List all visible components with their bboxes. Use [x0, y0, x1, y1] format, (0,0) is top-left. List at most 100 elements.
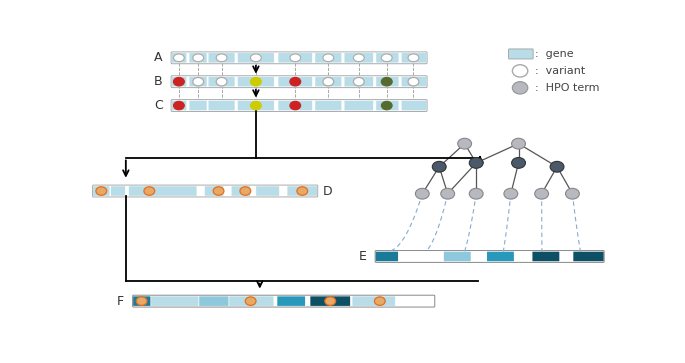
Ellipse shape	[290, 54, 301, 62]
FancyBboxPatch shape	[345, 101, 373, 110]
Ellipse shape	[382, 77, 392, 86]
FancyBboxPatch shape	[205, 186, 223, 196]
Ellipse shape	[512, 158, 525, 168]
Ellipse shape	[251, 101, 261, 110]
FancyBboxPatch shape	[444, 252, 471, 261]
FancyBboxPatch shape	[111, 186, 125, 196]
FancyBboxPatch shape	[199, 296, 229, 306]
Ellipse shape	[290, 77, 301, 86]
Ellipse shape	[192, 54, 203, 62]
FancyBboxPatch shape	[376, 77, 399, 86]
Ellipse shape	[216, 54, 227, 62]
FancyBboxPatch shape	[487, 252, 514, 261]
Ellipse shape	[504, 188, 518, 199]
Ellipse shape	[512, 82, 527, 94]
Ellipse shape	[469, 188, 483, 199]
Ellipse shape	[512, 65, 527, 77]
FancyBboxPatch shape	[172, 101, 186, 110]
Ellipse shape	[323, 54, 334, 62]
Ellipse shape	[251, 77, 261, 86]
FancyBboxPatch shape	[190, 77, 207, 86]
FancyBboxPatch shape	[190, 101, 207, 110]
FancyBboxPatch shape	[238, 101, 274, 110]
FancyBboxPatch shape	[133, 295, 435, 307]
Ellipse shape	[408, 77, 419, 86]
Ellipse shape	[432, 162, 446, 172]
FancyBboxPatch shape	[190, 53, 207, 62]
FancyBboxPatch shape	[171, 99, 427, 111]
FancyBboxPatch shape	[278, 77, 312, 86]
FancyBboxPatch shape	[345, 53, 373, 62]
Ellipse shape	[353, 54, 364, 62]
FancyBboxPatch shape	[573, 252, 603, 261]
FancyBboxPatch shape	[172, 53, 186, 62]
FancyBboxPatch shape	[315, 53, 341, 62]
FancyBboxPatch shape	[508, 49, 533, 59]
Ellipse shape	[192, 77, 203, 86]
FancyBboxPatch shape	[129, 186, 197, 196]
FancyBboxPatch shape	[238, 77, 274, 86]
Text: :  HPO term: : HPO term	[536, 83, 600, 93]
FancyBboxPatch shape	[401, 77, 427, 86]
Ellipse shape	[213, 187, 224, 195]
FancyBboxPatch shape	[278, 101, 312, 110]
FancyBboxPatch shape	[208, 53, 235, 62]
Ellipse shape	[323, 77, 334, 86]
Ellipse shape	[325, 297, 336, 305]
FancyBboxPatch shape	[345, 77, 373, 86]
Ellipse shape	[297, 187, 308, 195]
Ellipse shape	[173, 77, 184, 86]
FancyBboxPatch shape	[171, 52, 427, 64]
FancyBboxPatch shape	[133, 296, 151, 306]
Ellipse shape	[440, 188, 455, 199]
Ellipse shape	[245, 297, 256, 305]
FancyBboxPatch shape	[229, 296, 273, 306]
Ellipse shape	[173, 101, 184, 110]
FancyBboxPatch shape	[352, 296, 395, 306]
FancyBboxPatch shape	[310, 296, 350, 306]
FancyBboxPatch shape	[376, 53, 399, 62]
Text: D: D	[323, 184, 333, 197]
Ellipse shape	[240, 187, 251, 195]
FancyBboxPatch shape	[277, 296, 305, 306]
FancyBboxPatch shape	[401, 101, 427, 110]
Text: A: A	[154, 51, 163, 64]
Ellipse shape	[144, 187, 155, 195]
FancyBboxPatch shape	[208, 101, 235, 110]
Text: C: C	[154, 99, 163, 112]
Ellipse shape	[251, 54, 261, 62]
FancyBboxPatch shape	[171, 76, 427, 87]
Ellipse shape	[458, 138, 471, 149]
Ellipse shape	[173, 54, 184, 62]
Ellipse shape	[566, 188, 580, 199]
FancyBboxPatch shape	[532, 252, 560, 261]
Ellipse shape	[382, 101, 392, 110]
FancyBboxPatch shape	[151, 296, 199, 306]
Text: :  variant: : variant	[536, 66, 586, 76]
FancyBboxPatch shape	[238, 53, 274, 62]
FancyBboxPatch shape	[401, 53, 427, 62]
FancyBboxPatch shape	[92, 185, 318, 197]
Ellipse shape	[415, 188, 429, 199]
FancyBboxPatch shape	[288, 186, 317, 196]
Ellipse shape	[382, 54, 392, 62]
Ellipse shape	[96, 187, 107, 195]
Ellipse shape	[535, 188, 549, 199]
FancyBboxPatch shape	[375, 252, 398, 261]
Ellipse shape	[216, 77, 227, 86]
FancyBboxPatch shape	[376, 101, 399, 110]
Text: E: E	[359, 250, 367, 263]
FancyBboxPatch shape	[256, 186, 279, 196]
Ellipse shape	[353, 77, 364, 86]
FancyBboxPatch shape	[315, 101, 341, 110]
Ellipse shape	[136, 297, 147, 305]
FancyBboxPatch shape	[278, 53, 312, 62]
Ellipse shape	[512, 138, 525, 149]
Ellipse shape	[469, 158, 483, 168]
Ellipse shape	[290, 101, 301, 110]
FancyBboxPatch shape	[93, 186, 110, 196]
Text: F: F	[117, 295, 124, 307]
Text: :  gene: : gene	[536, 49, 574, 59]
Ellipse shape	[375, 297, 385, 305]
FancyBboxPatch shape	[208, 77, 235, 86]
